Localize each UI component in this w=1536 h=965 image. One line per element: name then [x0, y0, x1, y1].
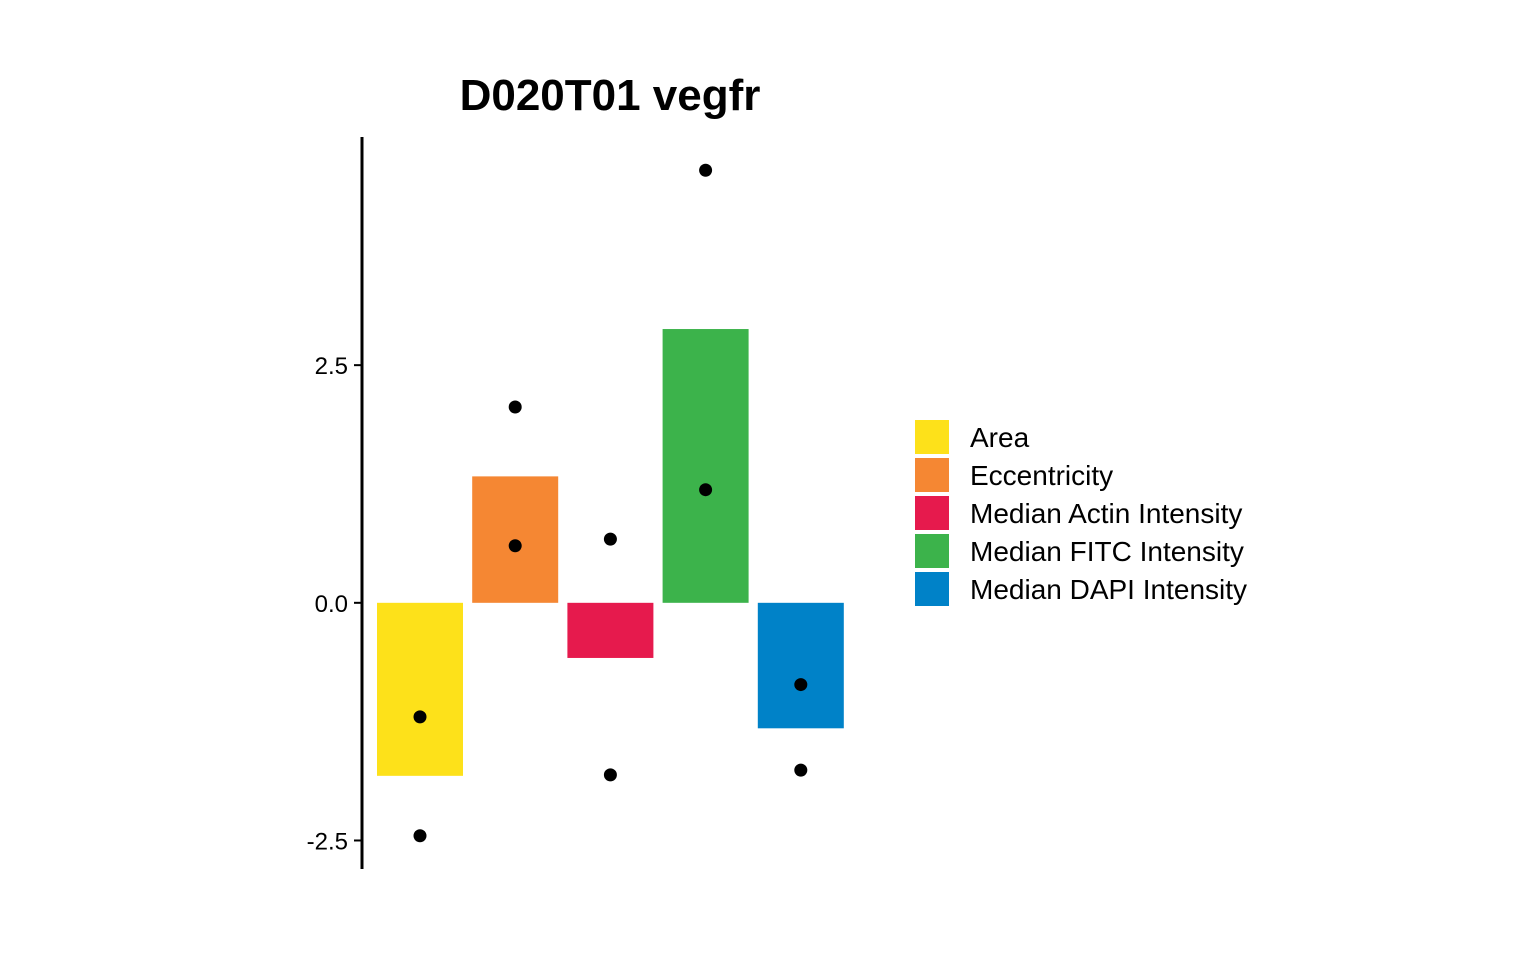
legend: Area Eccentricity Median Actin Intensity Me…	[915, 420, 1247, 606]
data-point	[699, 483, 713, 497]
data-point	[603, 532, 617, 546]
y-axis: -2.5 0.0 2.5	[307, 137, 364, 869]
legend-label: Eccentricity	[970, 460, 1113, 491]
bar-median-actin-intensity	[567, 602, 654, 658]
legend-label: Area	[970, 422, 1030, 453]
data-point	[699, 163, 713, 177]
legend-key	[915, 572, 949, 606]
bar-median-dapi-intensity	[757, 602, 844, 729]
y-tick-label: 0.0	[315, 591, 348, 618]
data-point	[508, 539, 522, 553]
bar-median-fitc-intensity	[662, 329, 749, 603]
data-point	[603, 768, 617, 782]
legend-label: Median Actin Intensity	[970, 498, 1242, 529]
bar-area	[377, 602, 463, 776]
legend-key	[915, 496, 949, 530]
chart-title: D020T01 vegfr	[460, 71, 761, 120]
data-point	[413, 829, 427, 843]
legend-key	[915, 458, 949, 492]
data-point	[794, 678, 808, 692]
y-tick-label: -2.5	[307, 828, 348, 855]
data-point	[508, 400, 522, 414]
data-points	[413, 163, 808, 843]
legend-key	[915, 420, 949, 454]
legend-label: Median FITC Intensity	[970, 536, 1244, 567]
data-point	[413, 710, 427, 724]
legend-label: Median DAPI Intensity	[970, 574, 1247, 605]
y-tick-label: 2.5	[315, 353, 348, 380]
legend-key	[915, 534, 949, 568]
bars	[377, 329, 844, 776]
data-point	[794, 763, 808, 777]
